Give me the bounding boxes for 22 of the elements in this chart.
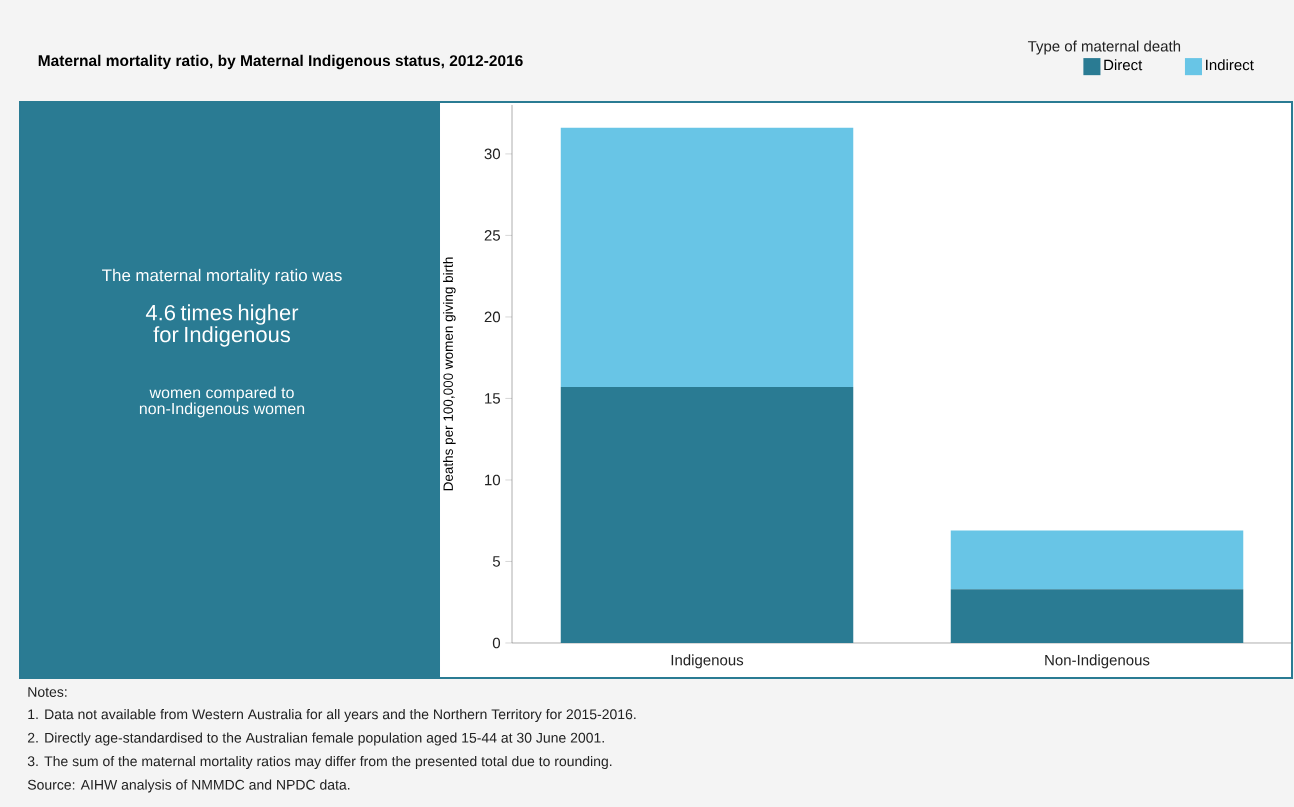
text: The maternal mortality ratio was	[102, 268, 342, 285]
y-tick-label: 5	[492, 556, 501, 567]
text: Notes:	[28, 687, 67, 697]
text: Maternal mortality ratio, by Maternal Indigenous status, 2012-2016	[38, 54, 523, 70]
source-note: Source: AIHW analysis of NMMDC and NPDC data.	[27, 779, 350, 793]
y-tick-label: 25	[484, 230, 500, 241]
text: 1. Data not available from Western Australia for all years and the Northern Territory for 2015-2016.	[28, 708, 636, 723]
text: 2. Directly age-standardised to the Australian female population aged 15-44 at 30 June 2001.	[27, 732, 604, 746]
legend-title: Type of maternal death	[1027, 40, 1181, 55]
y-axis-title: Deaths per 100,000 women giving birth	[443, 257, 456, 491]
legend-label: Indirect	[1206, 59, 1254, 71]
y-tick-label: 20	[484, 311, 501, 323]
legend-label: Direct	[1104, 59, 1143, 71]
x-tick-label: Non-Indigenous	[1045, 654, 1150, 669]
y-tick-label: 30	[484, 148, 501, 160]
x-tick-label: Indigenous	[671, 654, 744, 669]
y-tick-label: 15	[485, 393, 500, 404]
y-tick-label: 10	[485, 474, 501, 486]
text: 4.6 times higher for Indigenous	[145, 304, 299, 347]
text: 3. The sum of the maternal mortality ratios may differ from the presented total due to rounding.	[27, 755, 612, 770]
y-tick-label: 0	[492, 637, 501, 649]
text: women compared to non-Indigenous women	[139, 386, 305, 418]
